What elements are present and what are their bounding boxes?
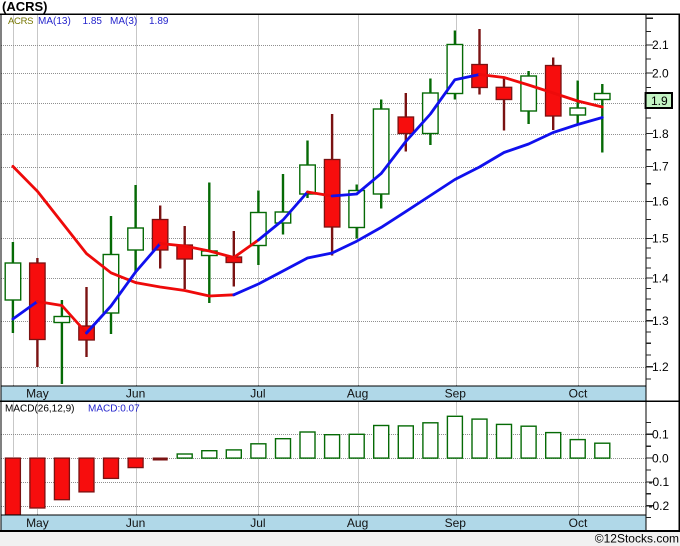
svg-text:1.89: 1.89 bbox=[149, 16, 169, 27]
svg-text:1.85: 1.85 bbox=[83, 16, 103, 27]
svg-text:1.2: 1.2 bbox=[652, 360, 669, 374]
svg-text:1.9: 1.9 bbox=[651, 94, 668, 108]
svg-text:1.8: 1.8 bbox=[652, 127, 669, 141]
svg-text:2.1: 2.1 bbox=[652, 38, 669, 52]
svg-text:MACD:0.07: MACD:0.07 bbox=[88, 404, 140, 415]
svg-text:1.4: 1.4 bbox=[652, 271, 669, 285]
svg-text:Sep: Sep bbox=[445, 386, 467, 400]
svg-text:Jul: Jul bbox=[250, 386, 265, 400]
svg-text:1.5: 1.5 bbox=[652, 232, 669, 246]
svg-text:(ACRS): (ACRS) bbox=[2, 0, 48, 14]
svg-text:Oct: Oct bbox=[569, 386, 588, 400]
svg-text:Oct: Oct bbox=[569, 516, 588, 530]
svg-text:ACRS: ACRS bbox=[8, 16, 33, 27]
svg-text:-0.2: -0.2 bbox=[649, 499, 670, 513]
svg-text:Jul: Jul bbox=[250, 516, 265, 530]
svg-text:MA(13): MA(13) bbox=[38, 16, 71, 27]
svg-text:Sep: Sep bbox=[445, 516, 467, 530]
svg-text:Jun: Jun bbox=[126, 516, 145, 530]
svg-text:0.1: 0.1 bbox=[652, 428, 669, 442]
svg-text:0.0: 0.0 bbox=[652, 451, 669, 465]
svg-text:©12Stocks.com: ©12Stocks.com bbox=[595, 532, 679, 546]
svg-text:May: May bbox=[26, 386, 49, 400]
svg-text:Aug: Aug bbox=[347, 516, 368, 530]
svg-text:Jun: Jun bbox=[126, 386, 145, 400]
svg-text:1.3: 1.3 bbox=[652, 314, 669, 328]
svg-text:1.6: 1.6 bbox=[652, 195, 669, 209]
svg-text:Aug: Aug bbox=[347, 386, 368, 400]
svg-text:May: May bbox=[26, 516, 49, 530]
svg-text:-0.1: -0.1 bbox=[649, 475, 670, 489]
svg-text:MACD(26,12,9): MACD(26,12,9) bbox=[5, 404, 74, 415]
svg-text:1.7: 1.7 bbox=[652, 160, 669, 174]
svg-text:MA(3): MA(3) bbox=[110, 16, 137, 27]
svg-text:2.0: 2.0 bbox=[652, 66, 669, 80]
